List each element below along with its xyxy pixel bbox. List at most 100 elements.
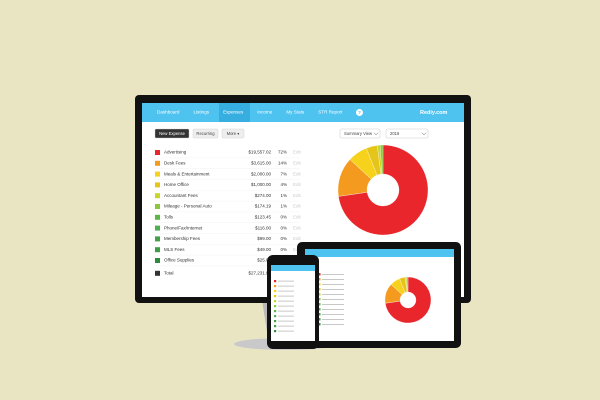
dropdown-label[interactable]: 2016 (390, 131, 400, 136)
color-swatch (155, 236, 160, 242)
dropdown-label[interactable]: Summary View (344, 131, 373, 136)
phone-screen (271, 265, 315, 341)
expense-amount: $2,000.00 (251, 171, 272, 176)
button-label[interactable]: More ▾ (227, 131, 240, 136)
expense-name: Desk Fees (164, 160, 186, 165)
expense-amount: $274.00 (255, 193, 272, 198)
expense-amount: $3,615.00 (251, 160, 272, 165)
expense-percent: 0% (280, 236, 287, 241)
mini-swatch (274, 315, 277, 318)
donut-slice (406, 276, 409, 293)
expense-percent: 0% (280, 247, 287, 252)
button[interactable] (192, 128, 219, 139)
dropdown[interactable] (339, 128, 381, 139)
color-swatch (155, 258, 160, 263)
button-label[interactable]: Recurring (196, 131, 215, 136)
color-swatch (155, 193, 160, 199)
mini-line (278, 320, 294, 322)
button[interactable] (221, 128, 245, 139)
expense-amount: $1,000.00 (251, 182, 272, 187)
mini-swatch (274, 295, 277, 298)
edit-link[interactable]: Edit (293, 171, 302, 176)
color-swatch (155, 171, 160, 177)
expense-amount: $116.00 (255, 225, 271, 230)
edit-link[interactable]: Edit (293, 204, 302, 209)
mini-swatch (318, 303, 321, 306)
button-label[interactable]: New Expense (159, 131, 186, 136)
nav-item[interactable]: Listings (193, 110, 209, 115)
mini-swatch (318, 298, 321, 301)
mini-swatch (318, 313, 321, 316)
mini-line (322, 309, 344, 310)
nav-item[interactable]: STR Report (318, 110, 343, 115)
mini-line (322, 294, 344, 295)
button[interactable] (154, 128, 190, 139)
mini-line (278, 325, 294, 327)
edit-link[interactable]: Edit (293, 236, 302, 241)
total-amount: $27,231.00 (248, 270, 271, 275)
expense-percent: 14% (278, 160, 287, 165)
expense-percent: 1% (280, 193, 287, 198)
expense-name: Accountant Fees (164, 193, 199, 198)
mini-line (322, 284, 344, 285)
nav-item[interactable]: Dashboard (157, 110, 180, 115)
tablet-list (318, 273, 344, 326)
expense-name: Phone/Fax/Internet (164, 225, 203, 230)
mini-swatch (318, 318, 321, 321)
expense-list: Advertising $19,557.02 72% Edit Desk Fees $3,… (155, 150, 302, 276)
mini-swatch (274, 290, 277, 293)
mini-line (322, 274, 344, 275)
dropdown-arrow (373, 132, 379, 136)
expense-amount: $19,557.02 (248, 150, 271, 155)
nav-active (219, 103, 251, 122)
mini-swatch (274, 280, 277, 283)
mini-line (322, 289, 344, 290)
tablet-screen (305, 249, 454, 341)
dropdown[interactable] (385, 128, 429, 139)
expense-name: Membership Fees (164, 236, 201, 241)
mini-swatch (318, 323, 321, 326)
color-swatch (155, 214, 160, 220)
mini-line (278, 285, 294, 287)
mini-line (278, 310, 294, 312)
edit-link[interactable]: Edit (293, 214, 302, 219)
edit-link[interactable]: Edit (293, 193, 302, 198)
color-swatch (155, 225, 160, 231)
mini-swatch (274, 320, 277, 323)
expense-amount: $99.00 (257, 236, 271, 241)
dropdown-arrow (421, 132, 427, 136)
expense-name: Tolls (164, 214, 174, 219)
mini-line (278, 290, 294, 292)
mini-line (278, 280, 294, 282)
edit-link[interactable]: Edit (293, 150, 302, 155)
tablet-donut (384, 276, 432, 324)
mini-line (322, 304, 344, 305)
toolbar: New Expense Recurring More ▾ Summary View 20… (154, 128, 429, 139)
mini-swatch (274, 325, 277, 328)
nav-items: Dashboard Listings Expenses Income My Stats S… (157, 103, 363, 122)
mini-swatch (274, 300, 277, 303)
expense-name: Office Supplies (164, 258, 195, 263)
mini-line (278, 305, 294, 307)
expense-amount: $25.00 (257, 258, 271, 263)
help-icon[interactable] (355, 109, 363, 116)
total-swatch (155, 270, 160, 276)
edit-link[interactable]: Edit (293, 225, 302, 230)
expense-name: Home Office (164, 182, 189, 187)
nav-item[interactable]: Expenses (223, 110, 244, 115)
mini-swatch (274, 285, 277, 288)
edit-link[interactable]: Edit (293, 182, 302, 187)
help-text[interactable]: ? (358, 110, 361, 115)
expense-percent: 4% (280, 182, 287, 187)
nav-item[interactable]: Income (257, 110, 273, 115)
nav-item[interactable]: My Stats (286, 110, 305, 115)
expense-name: Mileage - Personal Auto (164, 204, 212, 209)
mini-swatch (318, 273, 321, 276)
color-swatch (155, 182, 160, 188)
expense-name: Meals & Entertainment (164, 171, 210, 176)
edit-link[interactable]: Edit (293, 160, 302, 165)
color-swatch (155, 247, 160, 253)
donut-slice (338, 144, 429, 236)
